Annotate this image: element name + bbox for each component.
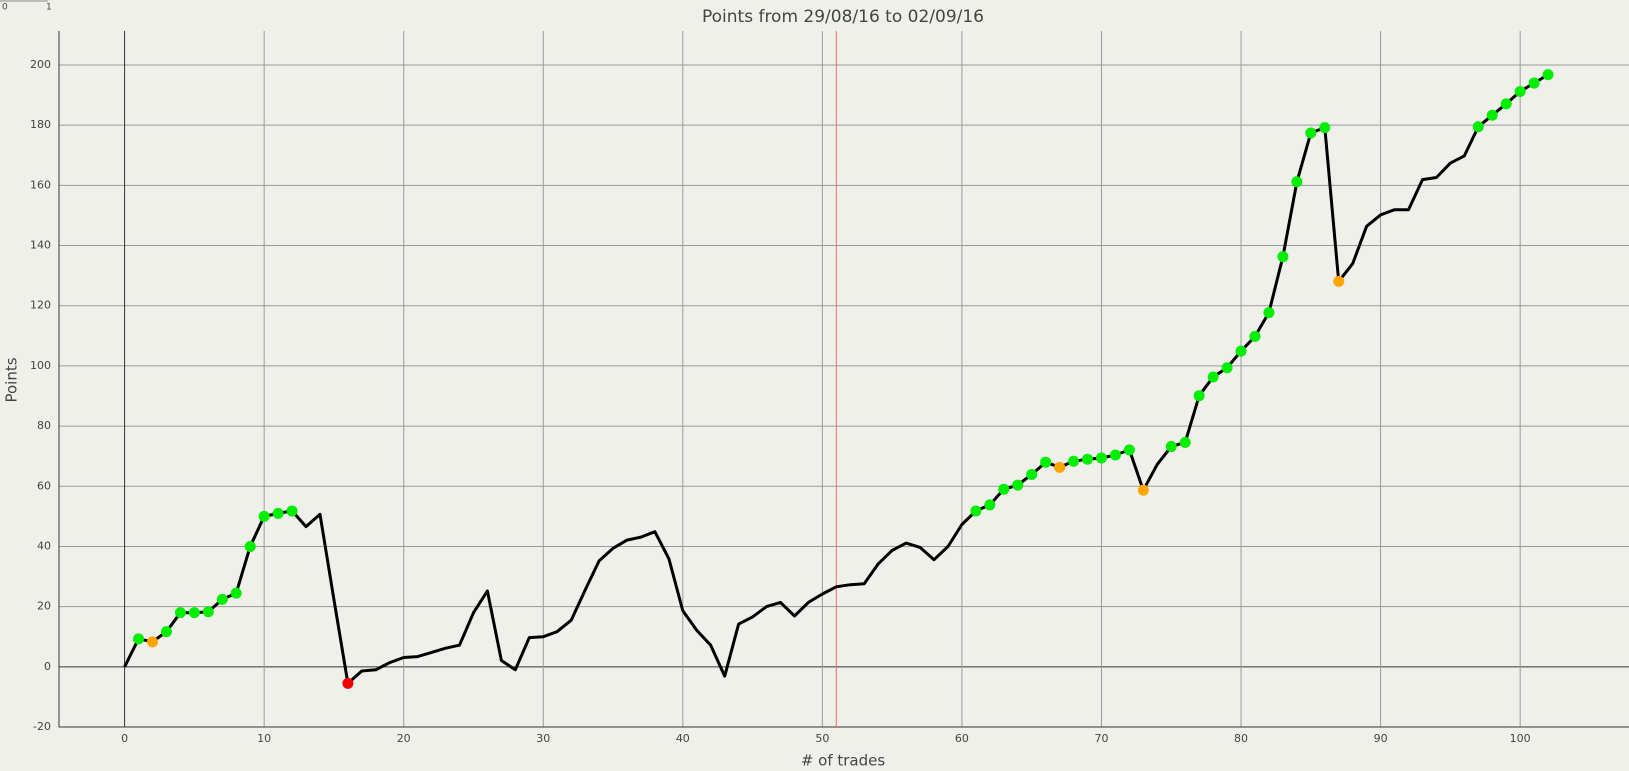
x-tick-label: 60 bbox=[955, 732, 969, 745]
y-tick-label: 140 bbox=[30, 239, 51, 252]
y-tick-label: 120 bbox=[30, 299, 51, 312]
y-tick-label: 20 bbox=[37, 600, 51, 613]
point-marker bbox=[1263, 307, 1275, 319]
point-marker bbox=[1514, 85, 1526, 97]
point-marker bbox=[1542, 69, 1554, 81]
point-marker bbox=[188, 607, 200, 619]
y-tick-label: 160 bbox=[30, 178, 51, 191]
point-marker bbox=[1528, 77, 1540, 89]
point-marker bbox=[1137, 484, 1149, 496]
point-marker bbox=[133, 633, 145, 645]
point-marker bbox=[258, 510, 270, 522]
point-marker bbox=[342, 677, 354, 689]
x-tick-label: 70 bbox=[1094, 732, 1108, 745]
point-marker bbox=[970, 505, 982, 517]
point-marker bbox=[1207, 371, 1219, 383]
point-marker bbox=[984, 499, 996, 511]
point-marker bbox=[1054, 461, 1066, 473]
point-marker bbox=[1500, 98, 1512, 110]
x-tick-label: 90 bbox=[1374, 732, 1388, 745]
point-marker bbox=[1235, 345, 1247, 357]
y-tick-label: 100 bbox=[30, 359, 51, 372]
y-tick-label: 60 bbox=[37, 479, 51, 492]
point-marker bbox=[160, 626, 172, 638]
chart-title: Points from 29/08/16 to 02/09/16 bbox=[702, 7, 984, 27]
point-marker bbox=[1040, 456, 1052, 468]
x-tick-label: 100 bbox=[1510, 732, 1531, 745]
point-marker bbox=[1095, 452, 1107, 464]
y-tick-label: 0 bbox=[44, 660, 51, 673]
point-marker bbox=[1249, 330, 1261, 342]
point-marker bbox=[1486, 109, 1498, 121]
point-marker bbox=[216, 593, 228, 605]
y-tick-label: -20 bbox=[33, 720, 51, 733]
x-tick-label: 0 bbox=[121, 732, 128, 745]
point-marker bbox=[147, 636, 159, 648]
point-marker bbox=[1305, 127, 1317, 139]
point-marker bbox=[1068, 455, 1080, 467]
point-marker bbox=[1333, 275, 1345, 287]
point-marker bbox=[1472, 121, 1484, 133]
point-marker bbox=[1082, 453, 1094, 465]
x-tick-label: 10 bbox=[257, 732, 271, 745]
x-tick-label: 30 bbox=[536, 732, 550, 745]
point-marker bbox=[1026, 469, 1038, 481]
point-marker bbox=[1012, 479, 1024, 491]
point-marker bbox=[286, 505, 298, 517]
point-marker bbox=[1277, 251, 1289, 263]
point-marker bbox=[1221, 362, 1233, 374]
point-marker bbox=[174, 607, 186, 619]
x-tick-label: 20 bbox=[397, 732, 411, 745]
y-axis-label: Points bbox=[3, 357, 21, 402]
corner-label: 1 bbox=[46, 3, 52, 13]
y-tick-label: 80 bbox=[37, 419, 51, 432]
point-marker bbox=[1165, 441, 1177, 453]
y-tick-label: 40 bbox=[37, 539, 51, 552]
point-marker bbox=[1179, 436, 1191, 448]
point-marker bbox=[1291, 176, 1303, 188]
point-marker bbox=[244, 540, 256, 552]
point-marker bbox=[1193, 390, 1205, 402]
corner-label: 0 bbox=[2, 3, 8, 13]
point-marker bbox=[1109, 449, 1121, 461]
point-marker bbox=[1319, 122, 1331, 134]
x-axis-label: # of trades bbox=[801, 752, 886, 770]
point-marker bbox=[1123, 444, 1135, 456]
y-tick-label: 180 bbox=[30, 118, 51, 131]
x-tick-label: 50 bbox=[815, 732, 829, 745]
x-tick-label: 80 bbox=[1234, 732, 1248, 745]
point-marker bbox=[230, 587, 242, 599]
point-marker bbox=[272, 507, 284, 519]
point-marker bbox=[998, 483, 1010, 495]
x-tick-label: 40 bbox=[676, 732, 690, 745]
y-tick-label: 200 bbox=[30, 58, 51, 71]
point-marker bbox=[202, 606, 214, 618]
